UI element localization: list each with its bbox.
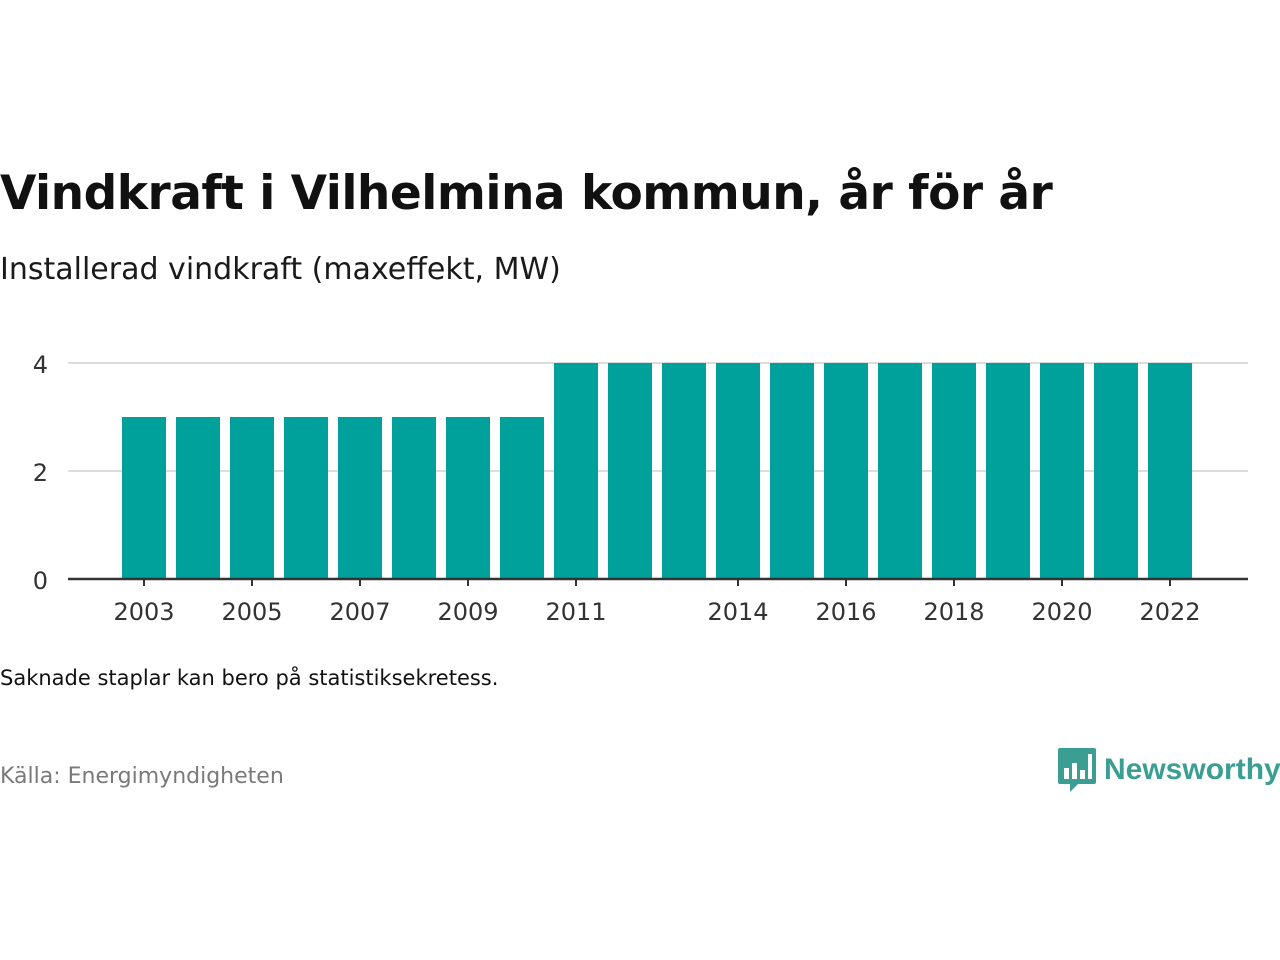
bar-2005 — [230, 417, 274, 579]
bar-2004 — [176, 417, 220, 579]
x-tick-label: 2018 — [923, 598, 984, 626]
x-tick-label: 2020 — [1031, 598, 1092, 626]
y-tick-label: 4 — [33, 351, 48, 379]
bar-2016 — [824, 363, 868, 579]
brand-logo: Newsworthy — [1058, 748, 1280, 792]
bar-2022 — [1148, 363, 1192, 579]
chart-title: Vindkraft i Vilhelmina kommun, år för år — [0, 166, 1053, 221]
x-tick-label: 2011 — [545, 598, 606, 626]
bar-2020 — [1040, 363, 1084, 579]
bar-2012 — [608, 363, 652, 579]
bar-2021 — [1094, 363, 1138, 579]
x-tick-label: 2022 — [1139, 598, 1200, 626]
bar-2006 — [284, 417, 328, 579]
bar-2008 — [392, 417, 436, 579]
x-tick-label: 2009 — [437, 598, 498, 626]
x-tick-label: 2016 — [815, 598, 876, 626]
bar-2013 — [662, 363, 706, 579]
axes: 0 2 4 2003 2005 2007 2009 2011 2014 2016 2018 2020 2… — [33, 351, 1248, 626]
bar-2011 — [554, 363, 598, 579]
newsworthy-logo-icon — [1058, 748, 1096, 792]
x-tick-label: 2005 — [221, 598, 282, 626]
bar-2019 — [986, 363, 1030, 579]
bar-chart: 0 2 4 2003 2005 2007 2009 2011 2014 2016 2018 2020 2… — [33, 351, 1248, 626]
bar-2003 — [122, 417, 166, 579]
bar-2018 — [932, 363, 976, 579]
bar-2010 — [500, 417, 544, 579]
x-tick-label: 2014 — [707, 598, 768, 626]
bar-2015 — [770, 363, 814, 579]
chart-subtitle: Installerad vindkraft (maxeffekt, MW) — [0, 252, 561, 287]
bar-2014 — [716, 363, 760, 579]
bar-2017 — [878, 363, 922, 579]
source-credit: Källa: Energimyndigheten — [0, 764, 284, 789]
brand-name: Newsworthy — [1104, 753, 1280, 786]
y-tick-label: 0 — [33, 567, 48, 595]
x-tick-label: 2003 — [113, 598, 174, 626]
bar-2009 — [446, 417, 490, 579]
x-tick-label: 2007 — [329, 598, 390, 626]
y-tick-label: 2 — [33, 459, 48, 487]
footnote: Saknade staplar kan bero på statistiksek… — [0, 666, 499, 690]
bar-2007 — [338, 417, 382, 579]
bars — [122, 363, 1192, 579]
